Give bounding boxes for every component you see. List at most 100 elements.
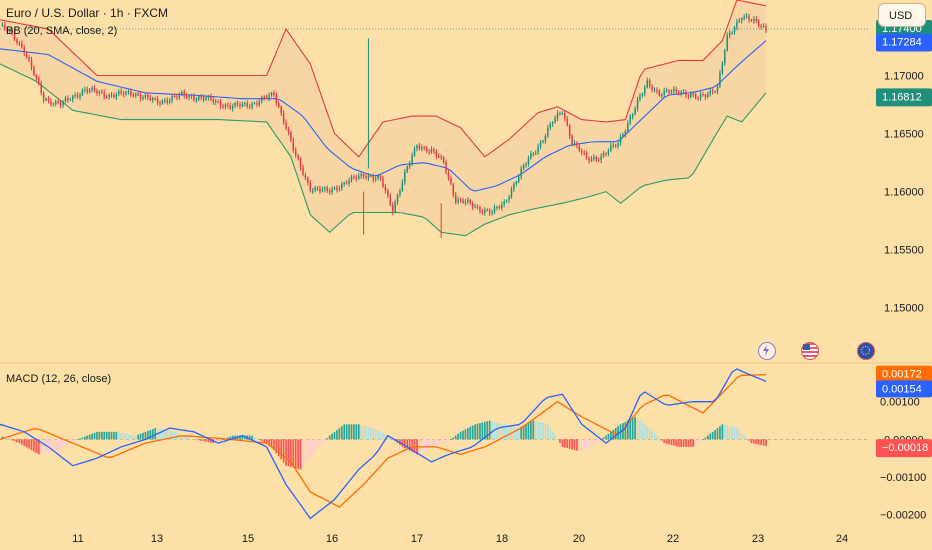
- candle-body[interactable]: [365, 176, 367, 179]
- macd-histogram-bar[interactable]: [508, 425, 510, 440]
- macd-histogram-bar[interactable]: [406, 439, 409, 450]
- candle-body[interactable]: [67, 98, 69, 100]
- candle-body[interactable]: [629, 116, 632, 124]
- macd-histogram-bar[interactable]: [491, 421, 493, 440]
- macd-indicator-label[interactable]: MACD (12, 26, close): [6, 373, 111, 385]
- candle-body[interactable]: [532, 153, 535, 155]
- macd-histogram-bar[interactable]: [653, 433, 656, 440]
- candle-body[interactable]: [486, 210, 488, 212]
- macd-histogram-bar[interactable]: [151, 429, 154, 440]
- candle-body[interactable]: [505, 200, 508, 202]
- macd-histogram-bar[interactable]: [656, 435, 658, 440]
- macd-histogram-bar[interactable]: [251, 435, 253, 440]
- candle-body[interactable]: [418, 145, 421, 149]
- candle-body[interactable]: [428, 151, 430, 153]
- candle-body[interactable]: [493, 207, 496, 213]
- macd-histogram-bar[interactable]: [173, 431, 176, 440]
- macd-histogram-bar[interactable]: [195, 439, 198, 440]
- candle-body[interactable]: [382, 178, 384, 187]
- candle-body[interactable]: [372, 176, 375, 180]
- candle-body[interactable]: [581, 151, 583, 153]
- candle-body[interactable]: [292, 140, 295, 151]
- candle-body[interactable]: [726, 35, 728, 51]
- macd-histogram-bar[interactable]: [166, 430, 169, 440]
- candle-body[interactable]: [682, 91, 685, 93]
- macd-histogram-bar[interactable]: [525, 424, 527, 440]
- macd-histogram-bar[interactable]: [530, 421, 532, 440]
- candle-body[interactable]: [597, 159, 600, 161]
- candle-body[interactable]: [144, 94, 147, 98]
- candle-body[interactable]: [40, 83, 42, 94]
- candle-body[interactable]: [741, 18, 743, 21]
- candle-body[interactable]: [607, 150, 610, 154]
- macd-histogram-bar[interactable]: [636, 418, 639, 440]
- candle-body[interactable]: [423, 147, 425, 149]
- macd-histogram-bar[interactable]: [534, 421, 537, 440]
- macd-histogram-bar[interactable]: [316, 439, 319, 449]
- macd-histogram-bar[interactable]: [190, 438, 193, 440]
- candle-body[interactable]: [702, 94, 704, 96]
- candle-body[interactable]: [30, 59, 33, 68]
- macd-histogram-bar[interactable]: [210, 439, 212, 443]
- macd-histogram-bar[interactable]: [311, 439, 314, 454]
- candle-body[interactable]: [593, 157, 595, 159]
- candle-body[interactable]: [210, 96, 212, 100]
- macd-histogram-bar[interactable]: [626, 420, 629, 440]
- macd-histogram-bar[interactable]: [239, 435, 241, 440]
- candle-body[interactable]: [522, 165, 525, 169]
- candle-body[interactable]: [568, 125, 571, 137]
- macd-histogram-bar[interactable]: [50, 439, 52, 453]
- macd-histogram-bar[interactable]: [343, 424, 346, 440]
- macd-histogram-bar[interactable]: [573, 439, 576, 451]
- macd-histogram-bar[interactable]: [580, 439, 583, 450]
- candle-body[interactable]: [270, 92, 273, 95]
- candle-body[interactable]: [408, 163, 411, 167]
- candle-body[interactable]: [440, 156, 442, 158]
- macd-histogram-bar[interactable]: [382, 433, 384, 440]
- candle-body[interactable]: [253, 103, 256, 105]
- macd-histogram-bar[interactable]: [658, 438, 661, 440]
- candle-body[interactable]: [510, 189, 513, 198]
- candle-body[interactable]: [496, 207, 498, 209]
- macd-histogram-bar[interactable]: [459, 431, 462, 440]
- candle-body[interactable]: [336, 187, 338, 190]
- macd-histogram-bar[interactable]: [117, 432, 120, 440]
- macd-histogram-bar[interactable]: [450, 439, 452, 440]
- macd-histogram-bar[interactable]: [33, 439, 35, 452]
- candle-body[interactable]: [268, 94, 270, 99]
- candle-body[interactable]: [69, 99, 72, 101]
- bollinger-upper-line[interactable]: [0, 0, 767, 158]
- candle-body[interactable]: [634, 108, 636, 115]
- candle-body[interactable]: [394, 202, 396, 213]
- macd-histogram-bar[interactable]: [743, 435, 746, 440]
- candle-body[interactable]: [229, 105, 232, 109]
- candle-body[interactable]: [231, 106, 234, 109]
- macd-histogram-bar[interactable]: [54, 439, 57, 452]
- macd-histogram-bar[interactable]: [377, 430, 380, 440]
- macd-histogram-bar[interactable]: [314, 439, 316, 451]
- candle-body[interactable]: [353, 176, 355, 178]
- macd-histogram-bar[interactable]: [726, 425, 729, 440]
- candle-body[interactable]: [571, 136, 573, 145]
- candle-body[interactable]: [646, 80, 648, 88]
- macd-histogram-bar[interactable]: [464, 429, 467, 440]
- macd-histogram-bar[interactable]: [479, 423, 481, 440]
- candle-body[interactable]: [421, 147, 423, 149]
- macd-histogram-bar[interactable]: [79, 438, 81, 440]
- candle-body[interactable]: [360, 174, 362, 176]
- macd-histogram-bar[interactable]: [561, 439, 564, 447]
- candle-body[interactable]: [173, 96, 176, 98]
- macd-histogram-bar[interactable]: [687, 439, 690, 447]
- candle-body[interactable]: [665, 90, 668, 92]
- macd-histogram-bar[interactable]: [71, 439, 74, 443]
- candle-body[interactable]: [450, 177, 452, 185]
- candle-body[interactable]: [113, 95, 115, 98]
- macd-histogram-bar[interactable]: [723, 424, 726, 440]
- candle-body[interactable]: [137, 93, 139, 96]
- candle-body[interactable]: [471, 203, 474, 208]
- macd-histogram-bar[interactable]: [197, 439, 200, 441]
- candle-body[interactable]: [690, 93, 692, 97]
- macd-histogram-bar[interactable]: [532, 420, 535, 440]
- macd-histogram-bar[interactable]: [486, 421, 489, 440]
